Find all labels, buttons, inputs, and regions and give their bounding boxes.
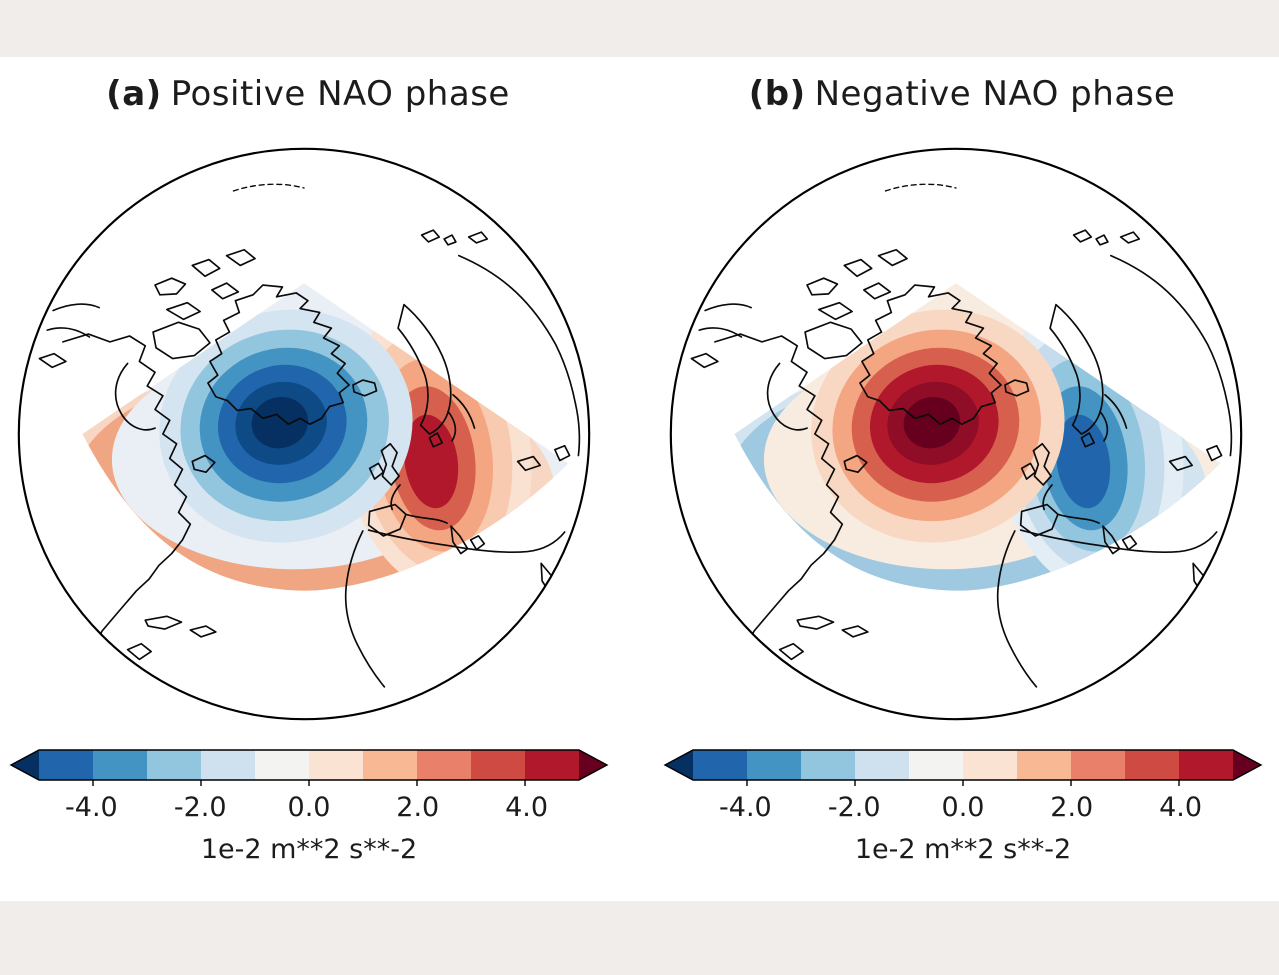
panel-b-tag: (b) [748, 74, 806, 114]
tick-label: -2.0 [173, 792, 227, 823]
panel-b-title-text: Negative NAO phase [814, 74, 1176, 114]
panel-a-tag: (a) [106, 74, 162, 114]
panel-a-title-text: Positive NAO phase [170, 74, 510, 114]
page-margin-top [0, 0, 1279, 57]
tick-label: 0.0 [941, 792, 985, 823]
globe-map-positive-nao [17, 147, 591, 721]
tick-label: 2.0 [396, 792, 440, 823]
tick-label: -4.0 [719, 792, 772, 823]
colorbar-a-tick-labels: -4.0 -2.0 0.0 2.0 4.0 [9, 792, 609, 826]
colorbar-b-tick-labels: -4.0 -2.0 0.0 2.0 4.0 [663, 792, 1263, 826]
panel-a-title: (a) Positive NAO phase [8, 74, 608, 114]
colorbar-b [663, 749, 1263, 786]
colorbar-a-unit-label: 1e-2 m**2 s**-2 [200, 834, 418, 865]
page-margin-bottom [0, 901, 1279, 975]
tick-label: 0.0 [287, 792, 331, 823]
globe-map-negative-nao [669, 147, 1243, 721]
tick-label: 4.0 [1159, 792, 1203, 823]
tick-label: 2.0 [1050, 792, 1094, 823]
colorbar-b-unit-label: 1e-2 m**2 s**-2 [854, 834, 1072, 865]
panel-b-title: (b) Negative NAO phase [662, 74, 1262, 114]
tick-label: -2.0 [827, 792, 881, 823]
tick-label: -4.0 [65, 792, 118, 823]
tick-label: 4.0 [505, 792, 549, 823]
colorbar-a [9, 749, 609, 786]
